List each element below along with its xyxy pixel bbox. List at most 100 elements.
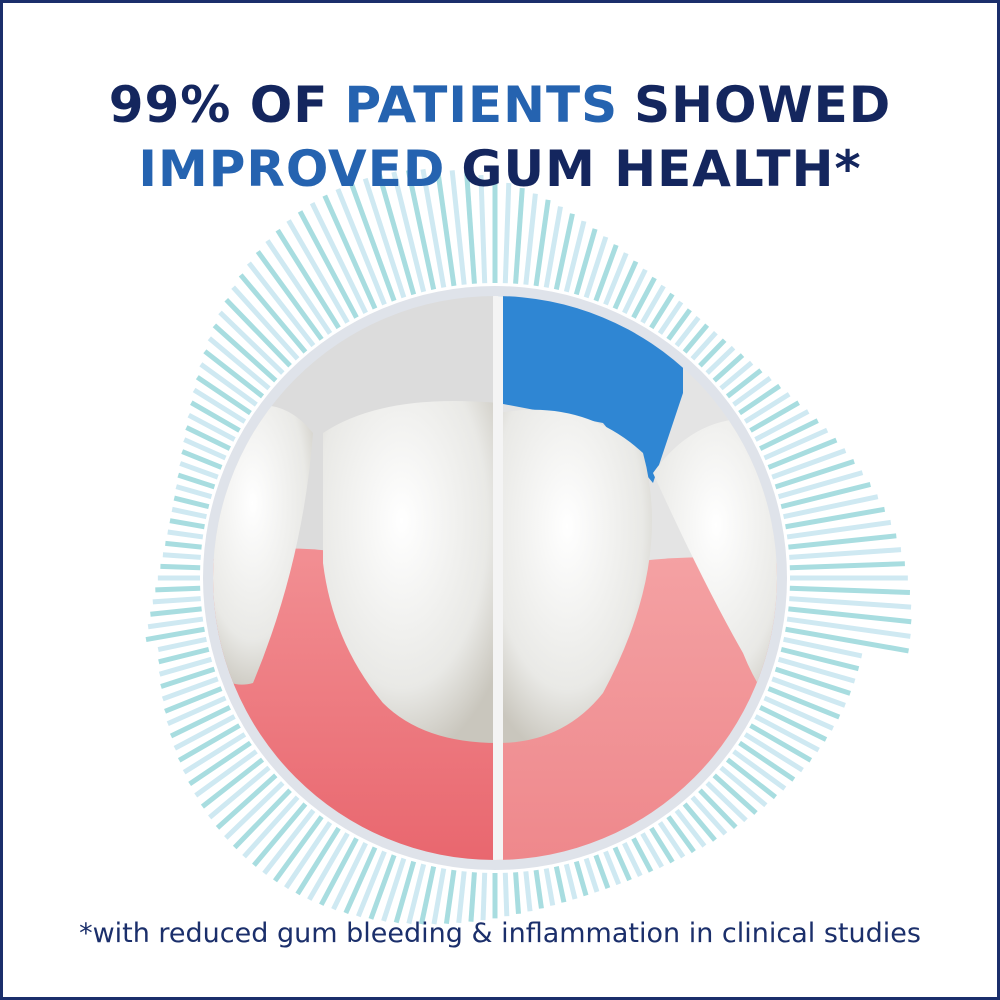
ray <box>199 362 258 407</box>
ray <box>767 437 838 470</box>
ray <box>783 494 879 520</box>
ray <box>743 392 791 424</box>
ray <box>774 666 851 696</box>
ray <box>393 860 417 924</box>
ray <box>272 815 324 883</box>
ray <box>150 606 202 617</box>
ray <box>157 636 207 653</box>
ray <box>649 826 675 864</box>
headline-text: 99% OF <box>108 76 329 134</box>
ray <box>631 837 654 873</box>
ray <box>719 765 768 808</box>
ray <box>759 705 828 742</box>
ray <box>368 854 397 920</box>
headline-text: GUM HEALTH* <box>461 140 862 198</box>
ray <box>523 193 538 285</box>
ray <box>376 174 417 296</box>
ray <box>208 765 271 820</box>
ray <box>362 177 407 299</box>
ray <box>767 686 841 720</box>
ray <box>698 338 727 368</box>
ray <box>657 821 686 859</box>
ray <box>147 616 204 630</box>
ray <box>155 585 201 593</box>
ray <box>771 676 846 708</box>
ray <box>262 808 316 875</box>
ray <box>674 808 707 848</box>
ray <box>182 732 247 775</box>
ray <box>788 533 897 550</box>
ray <box>177 723 241 763</box>
ray <box>212 323 278 383</box>
ray <box>284 821 333 890</box>
ray <box>480 872 488 921</box>
ray <box>431 868 447 925</box>
ray <box>553 866 567 903</box>
ray <box>165 540 202 550</box>
ray <box>255 250 324 341</box>
ray <box>785 626 910 654</box>
ray <box>322 194 378 310</box>
ray <box>265 239 333 335</box>
ray <box>449 170 467 285</box>
ray <box>771 448 847 480</box>
ray <box>502 872 510 917</box>
ray <box>252 802 308 867</box>
ray <box>435 169 457 287</box>
ray <box>763 427 829 461</box>
ray <box>789 596 912 610</box>
ray <box>391 171 427 293</box>
ray <box>405 169 437 290</box>
ray <box>238 273 308 354</box>
ray <box>160 666 216 689</box>
ray <box>295 826 341 896</box>
ray <box>307 832 350 901</box>
ray <box>563 863 578 900</box>
ray <box>175 484 213 500</box>
ray <box>759 418 819 451</box>
ray <box>173 714 236 751</box>
ray <box>738 383 782 416</box>
ray <box>523 871 533 912</box>
ray <box>185 425 231 451</box>
ray <box>195 375 252 416</box>
ray <box>190 400 241 433</box>
ray <box>622 842 643 878</box>
ray <box>712 353 745 383</box>
ray <box>218 310 285 375</box>
ray <box>181 449 223 470</box>
ray <box>177 472 216 490</box>
ray <box>502 182 512 284</box>
ray <box>774 458 855 490</box>
ray <box>563 220 587 293</box>
ray <box>169 518 205 530</box>
ray <box>224 297 292 368</box>
ray <box>622 268 648 314</box>
ray <box>732 749 787 791</box>
ray <box>573 860 589 897</box>
ray <box>173 495 210 510</box>
ray <box>553 213 575 290</box>
ray <box>297 210 359 319</box>
ray <box>167 529 204 540</box>
ray <box>161 676 219 702</box>
ray <box>443 869 457 925</box>
ray <box>666 308 692 341</box>
footnote: *with reduced gum bleeding & inflammatio… <box>79 918 921 949</box>
ray <box>631 276 657 319</box>
ray <box>603 850 622 886</box>
ray <box>612 260 639 310</box>
ray <box>188 740 252 787</box>
ray <box>183 437 227 461</box>
ray <box>777 656 856 684</box>
ray <box>349 182 397 302</box>
ray <box>464 172 477 284</box>
ray <box>612 846 632 882</box>
ray <box>231 285 300 361</box>
ray <box>593 854 611 889</box>
ray <box>640 284 666 324</box>
headline-text: PATIENTS <box>344 76 619 134</box>
ray <box>690 331 718 361</box>
ray <box>456 871 467 924</box>
